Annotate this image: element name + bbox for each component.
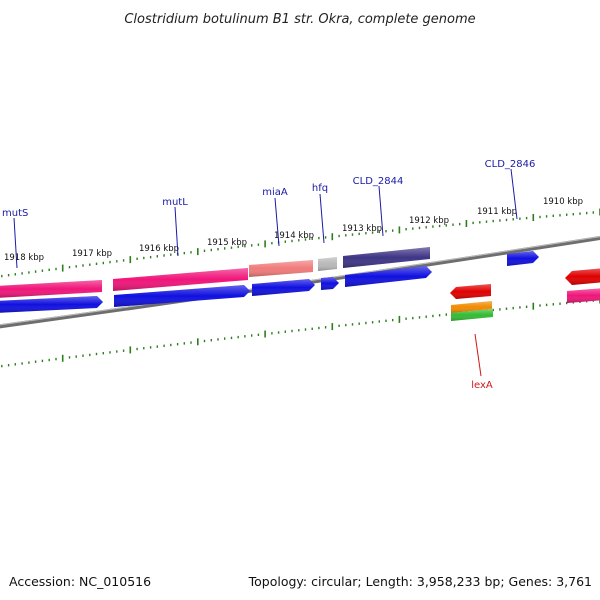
tick-label-1917: 1917 kbp	[72, 249, 112, 259]
tick-label-1910: 1910 kbp	[543, 197, 583, 207]
tick-label-1916: 1916 kbp	[139, 244, 179, 254]
tick-label-1912: 1912 kbp	[409, 216, 449, 226]
tick-label-1911: 1911 kbp	[477, 207, 517, 217]
label-hfq: hfq	[312, 183, 328, 194]
tick-label-1918: 1918 kbp	[4, 253, 44, 263]
accession-text: Accession: NC_010516	[9, 574, 151, 589]
genome-summary-text: Topology: circular; Length: 3,958,233 bp…	[248, 574, 592, 589]
label-miaA: miaA	[262, 187, 288, 198]
label-lexA: lexA	[471, 380, 493, 391]
cds-track	[0, 251, 539, 313]
tick-label-1915: 1915 kbp	[207, 238, 247, 248]
annotated-gene-track	[0, 247, 430, 298]
lexA-region	[450, 268, 600, 321]
label-CLD_2844: CLD_2844	[353, 176, 404, 187]
gene-labels: mutS mutL miaA hfq CLD_2844 CLD_2846 lex…	[2, 159, 535, 391]
label-mutS: mutS	[2, 208, 28, 219]
tick-label-1913: 1913 kbp	[342, 224, 382, 234]
kbp-tick-labels: 1918 kbp 1917 kbp 1916 kbp 1915 kbp 1914…	[4, 197, 583, 263]
tick-label-1914: 1914 kbp	[274, 231, 314, 241]
outer-tick-track	[1, 208, 600, 278]
map-title: Clostridium botulinum B1 str. Okra, comp…	[124, 12, 475, 27]
label-mutL: mutL	[162, 197, 188, 208]
label-CLD_2846: CLD_2846	[485, 159, 536, 170]
